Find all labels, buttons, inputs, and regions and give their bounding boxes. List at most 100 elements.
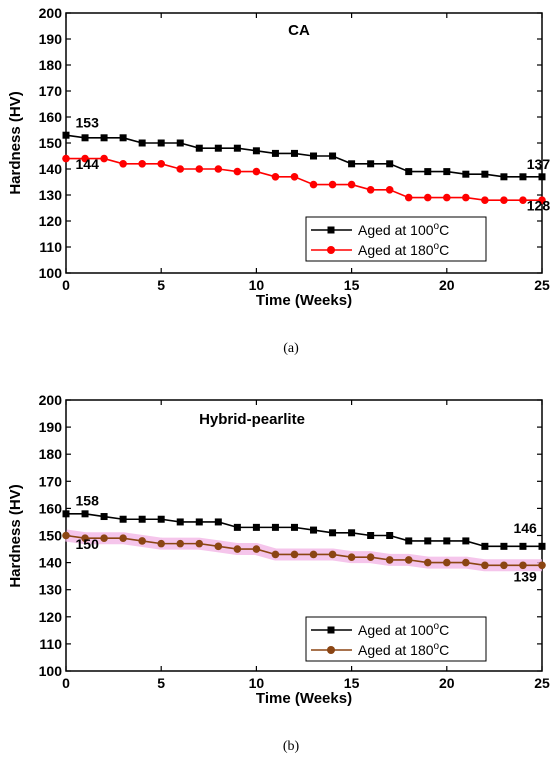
- data-point: [271, 149, 279, 157]
- series-line: [66, 157, 542, 201]
- y-axis-label: Hardness (HV): [7, 484, 24, 587]
- data-annotation: 158: [76, 493, 100, 509]
- x-tick-label: 25: [534, 675, 550, 691]
- data-point: [385, 556, 394, 564]
- data-point: [138, 139, 146, 147]
- data-point: [481, 542, 489, 550]
- data-annotation: 128: [527, 198, 550, 214]
- legend-label-180c: Aged at 180oC: [358, 641, 449, 658]
- y-tick-label: 120: [39, 609, 63, 625]
- y-tick-label: 130: [39, 582, 63, 598]
- data-point: [310, 526, 318, 534]
- data-point: [119, 160, 127, 168]
- x-tick-label: 10: [249, 675, 265, 691]
- data-point: [195, 165, 204, 173]
- data-point: [500, 196, 508, 204]
- data-point: [329, 152, 337, 160]
- x-axis-label: Time (Weeks): [256, 690, 352, 707]
- data-point: [328, 550, 337, 559]
- y-tick-label: 100: [39, 265, 63, 281]
- data-annotation: 146: [513, 520, 537, 536]
- y-tick-label: 140: [39, 555, 63, 571]
- data-point: [81, 534, 89, 543]
- data-point: [386, 532, 394, 539]
- data-point: [62, 131, 70, 139]
- chart-panel-b: 100 110 120 130 140 150 160 170 180 190 200 0 5 10 15 2…: [7, 392, 550, 754]
- data-point: [462, 537, 470, 545]
- legend: Aged at 100oC Aged at 180oC: [305, 216, 487, 262]
- data-point: [233, 167, 242, 176]
- data-point: [157, 160, 165, 168]
- data-point: [214, 518, 222, 526]
- y-tick-label: 180: [39, 57, 63, 73]
- data-point: [443, 558, 451, 567]
- data-point: [519, 542, 527, 550]
- data-point: [385, 186, 394, 194]
- y-tick-label: 190: [39, 419, 63, 435]
- data-point: [176, 139, 184, 147]
- y-tick-label: 200: [39, 5, 63, 21]
- y-tick-label: 190: [39, 31, 63, 47]
- data-point: [443, 537, 451, 545]
- data-point: [519, 196, 527, 204]
- series-layer: [62, 131, 546, 204]
- data-point: [271, 173, 280, 181]
- data-point: [290, 550, 299, 559]
- data-point: [157, 539, 165, 548]
- legend-entry-180c: Aged at 180oC: [311, 241, 449, 258]
- data-annotation: 139: [513, 569, 537, 585]
- legend-entry-100c: Aged at 100oC: [311, 621, 449, 638]
- x-tick-label: 0: [62, 675, 70, 691]
- data-point: [424, 168, 432, 176]
- x-axis-label: Time (Weeks): [256, 292, 352, 309]
- legend-marker-180c: [327, 646, 335, 654]
- data-point: [309, 180, 318, 189]
- annotations: 153 144 137 128: [76, 114, 550, 213]
- data-point: [348, 160, 356, 168]
- legend-label-100c: Aged at 100oC: [358, 621, 449, 638]
- data-point: [309, 550, 318, 559]
- legend-label-180c: Aged at 180oC: [358, 241, 449, 258]
- data-point: [462, 558, 470, 567]
- data-point: [443, 193, 451, 202]
- legend-entry-100c: Aged at 100oC: [311, 221, 449, 238]
- data-point: [367, 532, 375, 539]
- y-tick-label: 120: [39, 213, 63, 229]
- data-point: [62, 531, 70, 540]
- y-tick-label: 200: [39, 392, 63, 408]
- data-point: [328, 180, 337, 189]
- panel-caption-a: (a): [283, 341, 299, 356]
- x-tick-label: 25: [534, 277, 550, 293]
- legend: Aged at 100oC Aged at 180oC: [305, 616, 487, 662]
- data-point: [233, 545, 242, 553]
- data-point: [481, 170, 489, 178]
- data-point: [119, 134, 127, 142]
- y-tick-label: 110: [39, 239, 62, 255]
- annotations: 158 150 146 139: [76, 493, 537, 585]
- y-tick-label: 160: [39, 109, 63, 125]
- data-point: [176, 539, 185, 548]
- data-point: [310, 152, 318, 160]
- legend-box: [305, 616, 487, 662]
- y-axis-label: Hardness (HV): [7, 91, 24, 194]
- data-point: [233, 144, 241, 152]
- data-point: [290, 523, 298, 531]
- legend-marker-100c: [327, 626, 335, 634]
- data-point: [290, 173, 299, 181]
- data-point: [405, 537, 413, 545]
- data-point: [443, 168, 451, 176]
- data-point: [138, 160, 146, 168]
- data-point: [347, 553, 356, 561]
- data-point: [405, 168, 413, 176]
- data-point: [500, 542, 508, 550]
- data-point: [519, 173, 527, 181]
- data-point: [81, 134, 89, 142]
- data-point: [176, 518, 184, 526]
- data-point: [366, 553, 375, 561]
- series-layer: [62, 510, 546, 570]
- data-point: [233, 523, 241, 531]
- x-tick-label: 15: [344, 675, 360, 691]
- data-point: [404, 193, 413, 202]
- data-point: [462, 193, 470, 202]
